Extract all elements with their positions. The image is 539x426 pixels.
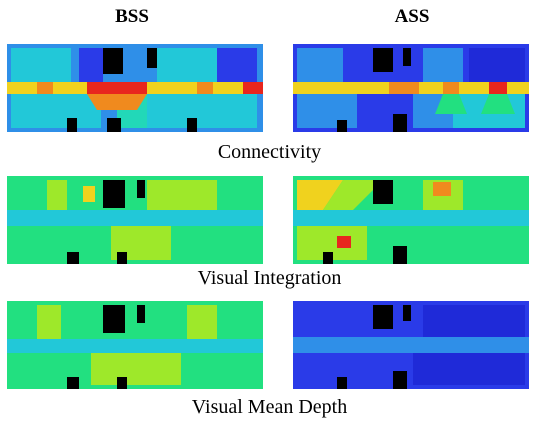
- column-header-bss: BSS: [115, 6, 149, 27]
- column-header-ass: ASS: [394, 6, 430, 27]
- row-label-connectivity: Connectivity: [217, 141, 322, 163]
- map-ass-connectivity: [293, 44, 529, 132]
- map-ass-visual-integration: [293, 176, 529, 264]
- map-bss-connectivity: [7, 44, 263, 132]
- map-bss-visual-mean-depth: [7, 301, 263, 389]
- row-label-visual-mean-depth: Visual Mean Depth: [191, 396, 348, 418]
- map-bss-visual-integration: [7, 176, 263, 264]
- row-label-visual-integration: Visual Integration: [197, 267, 342, 289]
- map-ass-visual-mean-depth: [293, 301, 529, 389]
